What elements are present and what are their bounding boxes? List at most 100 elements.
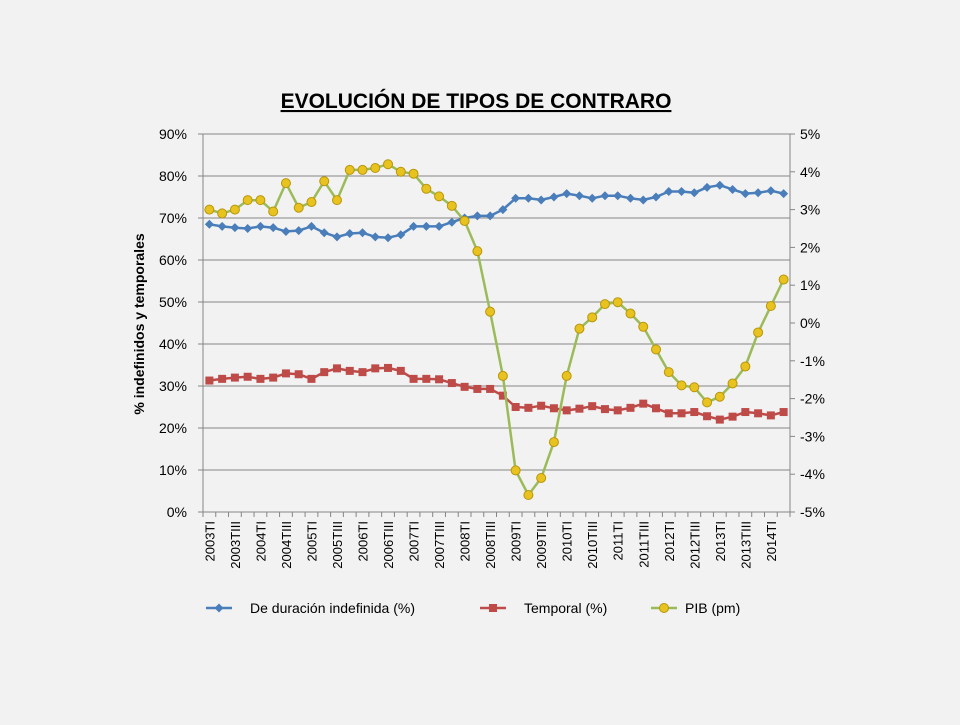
data-point-temporal	[320, 368, 329, 377]
data-point-indefinida	[587, 193, 597, 203]
data-point-temporal	[754, 409, 763, 418]
data-point-temporal	[358, 368, 367, 377]
y-tick-label: 30%	[159, 378, 187, 394]
data-point-pib	[663, 367, 674, 378]
y-axis-label: % indefinidos y temporales	[131, 233, 147, 414]
data-point-indefinida	[204, 219, 214, 229]
x-tick-label: 2004TIII	[279, 521, 294, 569]
data-point-pib	[702, 397, 713, 408]
data-point-indefinida	[511, 193, 521, 203]
axes	[198, 133, 795, 517]
data-point-temporal	[218, 374, 227, 383]
data-point-pib	[587, 312, 598, 323]
data-point-pib	[357, 164, 368, 175]
legend-marker	[214, 603, 224, 613]
data-point-pib	[459, 215, 470, 226]
data-point-pib	[497, 370, 508, 381]
data-point-temporal	[639, 399, 648, 408]
series	[204, 159, 789, 500]
data-point-indefinida	[664, 187, 674, 197]
data-point-temporal	[384, 363, 393, 372]
data-point-indefinida	[536, 195, 546, 205]
y-tick-label: 90%	[159, 126, 187, 142]
data-point-indefinida	[715, 180, 725, 190]
x-tick-label: 2012TI	[662, 521, 677, 561]
data-point-indefinida	[243, 224, 253, 233]
data-point-temporal	[613, 406, 622, 415]
data-point-pib	[714, 391, 725, 402]
data-point-temporal	[511, 403, 520, 411]
data-point-indefinida	[472, 211, 482, 221]
x-tick-label: 2011TI	[611, 521, 626, 561]
legend-marker	[489, 604, 497, 612]
data-point-pib	[510, 465, 521, 476]
data-point-pib	[370, 163, 381, 174]
data-point-pib	[638, 321, 649, 332]
y2-tick-label: 3%	[800, 202, 820, 218]
data-point-pib	[612, 297, 623, 308]
y2-tick-label: -5%	[800, 504, 825, 520]
y2-tick-label: 4%	[800, 164, 820, 180]
data-point-pib	[331, 195, 342, 206]
data-point-temporal	[588, 402, 597, 411]
data-point-temporal	[715, 415, 724, 424]
data-point-temporal	[524, 403, 533, 412]
y2-tick-label: -4%	[800, 466, 825, 482]
data-point-indefinida	[549, 192, 559, 202]
data-point-temporal	[396, 366, 405, 375]
data-point-pib	[383, 159, 394, 170]
data-point-indefinida	[523, 193, 533, 203]
data-point-indefinida	[753, 188, 763, 198]
data-point-indefinida	[306, 221, 316, 231]
data-point-indefinida	[383, 233, 393, 243]
data-point-pib	[306, 197, 317, 208]
data-point-indefinida	[498, 205, 508, 215]
x-tick-label: 2005TI	[304, 521, 319, 561]
y2-tick-label: 2%	[800, 239, 820, 255]
x-tick-label: 2013TIII	[738, 521, 753, 569]
x-tick-label: 2003TIII	[228, 521, 243, 569]
data-point-temporal	[435, 375, 444, 384]
series-line	[209, 162, 785, 497]
data-point-indefinida	[319, 228, 329, 238]
x-tick-label: 2014TI	[764, 521, 779, 561]
x-axis-ticks: 2003TI 2003TIII 2004TI 2004TIII 2005TI 2005TI…	[202, 521, 778, 569]
x-tick-label: 2010TIII	[585, 521, 600, 569]
data-point-pib	[727, 378, 738, 389]
data-point-indefinida	[562, 189, 572, 199]
data-point-temporal	[766, 411, 775, 420]
x-tick-label: 2003TI	[202, 521, 217, 561]
data-point-pib	[408, 168, 419, 179]
data-point-pib	[599, 299, 610, 310]
y-axis-right-ticks: -5% -4% -3% -2% -1% 0% 1% 2% 3% 4% 5%	[800, 126, 825, 520]
data-point-temporal	[549, 404, 558, 413]
series-line	[209, 366, 784, 421]
data-point-temporal	[664, 409, 673, 418]
data-point-indefinida	[230, 223, 240, 233]
legend: De duración indefinida (%) Temporal (%) PI…	[206, 600, 740, 616]
data-point-indefinida	[702, 182, 712, 192]
series-line	[209, 183, 784, 239]
data-point-temporal	[230, 373, 239, 382]
data-point-temporal	[409, 374, 418, 383]
data-point-indefinida	[766, 186, 776, 196]
data-point-indefinida	[613, 191, 623, 201]
data-point-temporal	[256, 374, 265, 383]
data-point-pib	[280, 178, 291, 189]
x-tick-label: 2010TI	[560, 521, 575, 561]
x-tick-label: 2009TI	[509, 521, 524, 561]
data-point-temporal	[703, 412, 712, 421]
data-point-temporal	[473, 384, 482, 393]
data-point-indefinida	[740, 189, 750, 199]
x-tick-label: 2006TIII	[381, 521, 396, 569]
data-point-indefinida	[689, 188, 699, 198]
data-point-pib	[548, 437, 559, 448]
data-point-indefinida	[600, 191, 610, 201]
y-tick-label: 0%	[167, 504, 187, 520]
data-point-indefinida	[332, 232, 342, 242]
y-tick-label: 40%	[159, 336, 187, 352]
data-point-pib	[204, 204, 215, 215]
legend-marker	[659, 603, 669, 613]
